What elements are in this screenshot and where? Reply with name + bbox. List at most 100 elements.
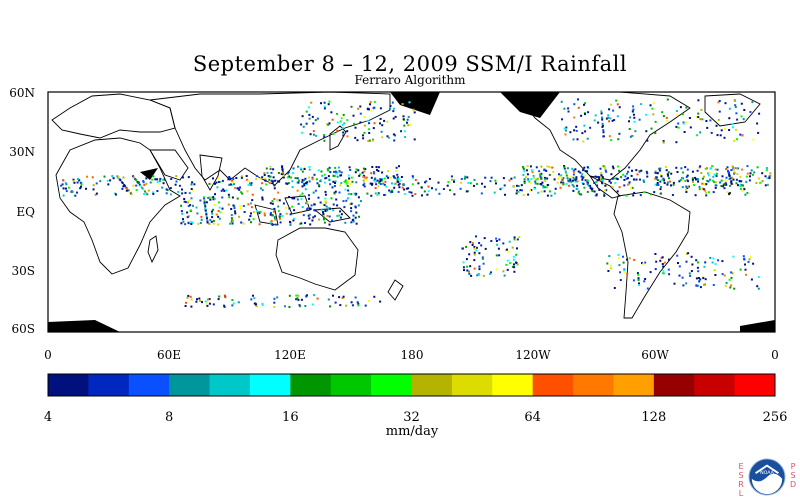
- rain-pixel: [481, 182, 483, 185]
- rain-pixel: [495, 240, 498, 242]
- rain-pixel: [717, 118, 720, 121]
- rain-pixel: [413, 138, 416, 141]
- rain-pixel: [611, 165, 614, 168]
- rain-pixel: [696, 178, 699, 180]
- rain-pixel: [307, 106, 310, 109]
- rain-pixel: [601, 126, 604, 128]
- rain-pixel: [453, 180, 455, 183]
- rain-pixel: [199, 222, 202, 224]
- rain-pixel: [296, 189, 299, 192]
- rain-pixel: [74, 194, 77, 197]
- rain-pixel: [379, 117, 382, 120]
- rain-pixel: [643, 191, 646, 194]
- rain-pixel: [320, 208, 323, 211]
- rain-pixel: [576, 180, 579, 183]
- rain-pixel: [323, 107, 326, 110]
- rain-pixel: [183, 198, 186, 200]
- rain-pixel: [350, 207, 353, 210]
- rain-pixel: [212, 208, 215, 211]
- rain-pixel: [398, 186, 401, 189]
- rain-pixel: [641, 262, 643, 265]
- rain-pixel: [350, 176, 353, 179]
- rain-pixel: [568, 184, 571, 187]
- rain-pixel: [317, 196, 320, 199]
- rain-pixel: [324, 210, 327, 212]
- rain-pixel: [570, 175, 573, 178]
- rain-pixel: [380, 178, 383, 181]
- rain-pixel: [631, 110, 634, 113]
- rain-pixel: [612, 109, 615, 112]
- rain-pixel: [497, 247, 500, 250]
- rain-pixel: [342, 131, 345, 134]
- rain-pixel: [234, 186, 237, 189]
- rain-pixel: [255, 305, 258, 308]
- rain-pixel: [637, 273, 640, 276]
- rain-pixel: [322, 211, 324, 214]
- rain-pixel: [714, 184, 717, 187]
- rain-pixel: [548, 173, 551, 176]
- rain-pixel: [296, 181, 299, 184]
- rain-pixel: [741, 134, 744, 137]
- rain-pixel: [769, 176, 772, 179]
- rain-pixel: [687, 180, 689, 183]
- rain-pixel: [359, 105, 362, 108]
- rain-pixel: [728, 173, 731, 176]
- rain-pixel: [225, 189, 228, 192]
- rain-pixel: [533, 176, 536, 179]
- rain-pixel: [292, 219, 295, 222]
- rain-pixel: [80, 183, 83, 186]
- rain-pixel: [327, 175, 330, 178]
- rain-pixel: [379, 107, 382, 110]
- rain-pixel: [300, 123, 303, 126]
- rain-pixel: [324, 199, 327, 202]
- rain-pixel: [502, 177, 505, 180]
- rain-pixel: [379, 183, 382, 185]
- rain-pixel: [624, 175, 627, 178]
- rain-pixel: [180, 222, 183, 225]
- rain-pixel: [708, 171, 711, 174]
- rain-pixel: [313, 173, 316, 176]
- rain-pixel: [659, 180, 662, 183]
- rain-pixel: [699, 278, 702, 281]
- rain-pixel: [354, 126, 357, 129]
- rain-pixel: [230, 208, 233, 210]
- rain-pixel: [540, 177, 543, 180]
- rain-pixel: [543, 190, 546, 193]
- coastlines: [51, 91, 761, 319]
- rain-pixel: [65, 187, 67, 190]
- rain-pixel: [601, 118, 604, 121]
- colorbar-swatch: [249, 374, 291, 396]
- rain-pixel: [577, 191, 580, 194]
- rain-pixel: [728, 192, 731, 195]
- rain-pixel: [122, 185, 125, 188]
- esrl-letter-l: L: [738, 489, 744, 498]
- rain-pixel: [336, 214, 339, 217]
- rain-pixel: [508, 179, 511, 182]
- rain-pixel: [64, 182, 67, 185]
- rain-pixel: [474, 246, 477, 249]
- rain-pixel: [699, 131, 702, 134]
- rain-pixel: [269, 167, 272, 170]
- rain-pixel: [562, 177, 565, 180]
- rain-pixel: [712, 179, 714, 182]
- rain-pixel: [602, 181, 605, 184]
- rain-pixel: [512, 258, 515, 261]
- rain-pixel: [357, 304, 360, 307]
- rain-pixel: [507, 250, 510, 253]
- rain-pixel: [730, 182, 733, 185]
- rain-pixel: [631, 134, 634, 137]
- rain-pixel: [733, 139, 736, 142]
- rain-pixel: [723, 136, 726, 139]
- rain-pixel: [685, 191, 688, 193]
- rain-pixel: [723, 187, 726, 190]
- rain-pixel: [326, 209, 329, 212]
- rain-pixel: [560, 174, 563, 177]
- rain-pixel: [296, 198, 299, 201]
- rain-pixel: [228, 196, 231, 199]
- rain-pixel: [517, 190, 520, 193]
- rain-pixel: [736, 118, 739, 121]
- rain-pixel: [502, 242, 505, 245]
- rain-pixel: [190, 183, 193, 186]
- rain-pixel: [682, 171, 684, 174]
- rain-pixel: [235, 177, 238, 179]
